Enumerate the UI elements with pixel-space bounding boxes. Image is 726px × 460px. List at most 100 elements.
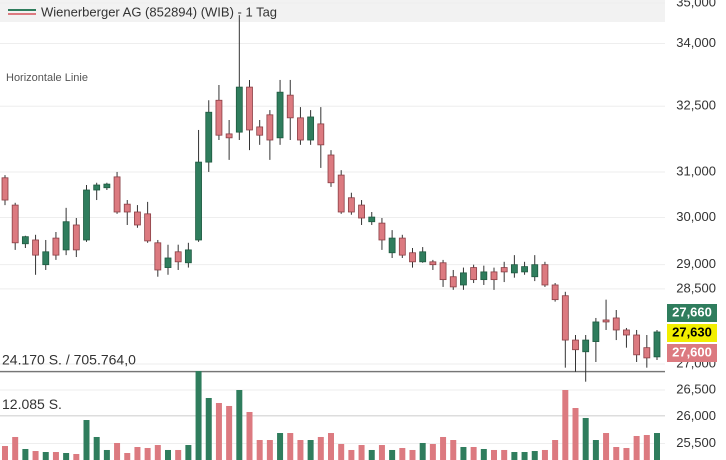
- candle-body: [154, 242, 162, 271]
- candle-body: [215, 99, 223, 136]
- chart-title: Wienerberger AG (852894) (WIB) - 1 Tag: [41, 4, 277, 19]
- candle-body: [460, 272, 467, 286]
- candle-body: [561, 295, 569, 341]
- candle-body: [623, 329, 630, 336]
- volume-bar: [440, 436, 447, 460]
- volume-bar: [552, 440, 559, 460]
- volume-bar: [613, 447, 620, 460]
- volume-bar: [643, 434, 650, 460]
- volume-bar: [124, 453, 131, 460]
- volume-bar: [491, 449, 497, 460]
- volume-bar: [22, 448, 29, 460]
- candle-body: [83, 189, 90, 241]
- volume-bar: [399, 447, 406, 460]
- drawing-label: Horizontale Linie: [6, 72, 88, 84]
- candle-body: [337, 174, 345, 213]
- candle-body: [419, 251, 427, 263]
- candle-body: [612, 317, 620, 331]
- price-label-box: [667, 324, 717, 342]
- y-tick-label: 25,500: [676, 435, 716, 450]
- volume-bar: [266, 440, 273, 460]
- volume-bar: [134, 447, 141, 460]
- candle-body: [500, 267, 508, 273]
- volume-bar: [63, 453, 70, 460]
- candle-body: [388, 237, 396, 254]
- candle-body: [449, 276, 457, 288]
- y-tick-label: 34,000: [676, 35, 716, 50]
- volume-bar: [175, 449, 182, 460]
- candle-body: [134, 211, 141, 226]
- candle-body: [327, 154, 335, 184]
- volume-bar: [103, 449, 110, 460]
- candle-body: [297, 117, 304, 141]
- volume-bar: [338, 443, 345, 460]
- price-label: 27,630: [672, 324, 712, 339]
- candle-body: [347, 197, 355, 213]
- volume-bar: [165, 449, 171, 460]
- candle-body: [582, 339, 590, 353]
- candle-body: [286, 94, 294, 119]
- volume-bar: [256, 440, 263, 460]
- volume-bar: [633, 435, 640, 460]
- volume-bar: [450, 440, 457, 460]
- y-tick-label: 26,000: [676, 408, 716, 423]
- volume-bar: [226, 405, 233, 460]
- volume-bar: [277, 433, 284, 460]
- candle-body: [164, 257, 172, 268]
- volume-bar: [42, 452, 49, 460]
- candle-body: [103, 183, 111, 189]
- candle-body: [113, 176, 121, 213]
- candle-body: [72, 224, 80, 251]
- header-bar: [0, 0, 665, 22]
- volume-bar: [592, 440, 599, 460]
- volume-bar: [654, 433, 660, 460]
- volume-bar: [562, 390, 569, 460]
- volume-bar: [623, 447, 630, 460]
- volume-bar: [470, 447, 477, 460]
- y-tick-label: 29,000: [676, 256, 716, 271]
- y-tick-label: 30,000: [676, 209, 716, 224]
- volume-bar: [572, 408, 579, 460]
- y-tick-label: 32,500: [676, 98, 716, 113]
- price-label: 27,600: [672, 344, 712, 359]
- candle-body: [490, 271, 498, 281]
- volume-bar: [195, 371, 202, 460]
- volume-bar: [144, 447, 151, 460]
- y-tick-label: 26,500: [676, 381, 716, 396]
- candle-body: [429, 261, 437, 266]
- price-label: 27,660: [672, 304, 712, 319]
- volume-bar: [419, 442, 426, 460]
- volume-bar: [501, 449, 508, 460]
- volume-bar: [2, 446, 8, 460]
- candle-body: [602, 319, 610, 323]
- candle-body: [144, 213, 152, 242]
- volume-bar: [429, 443, 436, 460]
- candle-body: [276, 91, 284, 139]
- candle-body: [358, 204, 365, 219]
- volume-bar: [368, 449, 375, 460]
- candle-body: [368, 216, 376, 223]
- candle-body: [195, 161, 202, 241]
- volume-bar: [246, 411, 253, 460]
- candle-body: [93, 184, 101, 191]
- volume-bar: [358, 445, 365, 460]
- price-label-box: [667, 344, 717, 362]
- candle-body: [317, 123, 325, 146]
- candle-body: [21, 236, 29, 245]
- volume-bar: [389, 449, 396, 460]
- y-tick-label: 35,000: [676, 0, 716, 10]
- volume-bar: [83, 420, 90, 460]
- volume-bar: [317, 436, 324, 460]
- volume-tick-label: 24.170 S. / 705.764,0: [2, 352, 136, 368]
- volume-bar: [52, 452, 59, 460]
- candle-body: [409, 252, 416, 263]
- candle-body: [480, 271, 488, 281]
- candle-body: [541, 264, 549, 286]
- volume-tick-label: 12.085 S.: [2, 396, 62, 412]
- volume-bar: [154, 445, 161, 460]
- volume-bar: [328, 433, 334, 460]
- candle-body: [643, 347, 651, 359]
- volume-bar: [409, 449, 416, 460]
